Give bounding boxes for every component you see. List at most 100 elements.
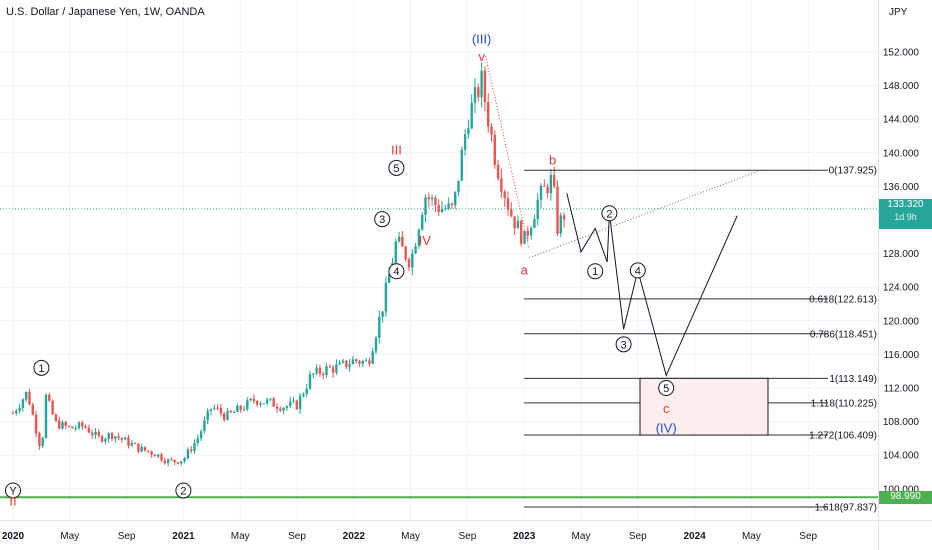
candle bbox=[130, 439, 133, 447]
candle bbox=[262, 403, 265, 405]
candle bbox=[137, 443, 140, 454]
candle-body bbox=[417, 229, 421, 246]
candle-body bbox=[166, 459, 170, 464]
candle bbox=[371, 347, 374, 365]
wave-label: (IV) bbox=[656, 420, 677, 435]
candle-body bbox=[226, 410, 229, 420]
candle-body bbox=[434, 197, 437, 205]
time-axis-label: 2020 bbox=[2, 531, 25, 542]
candle bbox=[289, 397, 292, 408]
fib-level-label: 0.618(122.613) bbox=[809, 294, 877, 305]
candle bbox=[61, 420, 64, 430]
time-axis-label: 2022 bbox=[343, 531, 366, 542]
candle bbox=[381, 311, 384, 323]
candle bbox=[239, 404, 242, 413]
candle-body bbox=[61, 422, 64, 429]
candle-body bbox=[242, 409, 246, 411]
candle-body bbox=[173, 459, 176, 463]
trend-line-down bbox=[485, 56, 530, 250]
candle-body bbox=[328, 366, 331, 368]
wave-label: v bbox=[478, 49, 485, 64]
candle bbox=[516, 215, 520, 229]
candle-body bbox=[163, 460, 166, 464]
candle bbox=[186, 447, 190, 460]
candle bbox=[450, 202, 454, 210]
candle-body bbox=[130, 443, 133, 446]
time-axis-label: May bbox=[572, 531, 591, 542]
candle-body bbox=[71, 426, 74, 429]
candle-body bbox=[496, 164, 500, 179]
wave-number: 4 bbox=[393, 266, 399, 278]
candle-body bbox=[470, 102, 473, 129]
candle-body bbox=[312, 373, 315, 375]
candle bbox=[411, 249, 414, 276]
candle bbox=[473, 77, 477, 114]
fib-level-label: 1.118(110.225) bbox=[811, 398, 877, 409]
wave-label: II bbox=[9, 493, 16, 508]
candle bbox=[437, 199, 440, 216]
candle-body bbox=[358, 361, 361, 364]
candle-body bbox=[325, 366, 328, 376]
candle bbox=[54, 412, 58, 423]
candle bbox=[397, 231, 401, 243]
candle-body bbox=[262, 403, 265, 405]
candle bbox=[232, 410, 236, 413]
candle-body bbox=[533, 218, 536, 228]
candle-body bbox=[361, 361, 364, 364]
candle-body bbox=[232, 411, 236, 413]
candle-body bbox=[38, 433, 41, 447]
candle bbox=[114, 435, 117, 443]
candle-body bbox=[269, 398, 272, 400]
candle bbox=[124, 436, 127, 440]
candle bbox=[11, 410, 15, 415]
fib-level-label: 0.786(118.451) bbox=[810, 329, 877, 340]
candle bbox=[444, 204, 447, 211]
price-axis-label: 100.000 bbox=[883, 484, 920, 495]
candle bbox=[107, 432, 110, 443]
candle-body bbox=[117, 436, 120, 438]
projection-path bbox=[566, 193, 738, 377]
candle-body bbox=[15, 410, 18, 414]
wave-circle bbox=[175, 482, 192, 499]
time-axis-label: May bbox=[60, 531, 79, 542]
candle bbox=[315, 364, 318, 376]
candle-body bbox=[490, 126, 493, 135]
candle bbox=[421, 211, 424, 231]
candle bbox=[259, 401, 262, 408]
wave-label-circled: 5 bbox=[658, 380, 675, 396]
candle-body bbox=[54, 414, 58, 421]
candle-body bbox=[104, 438, 107, 442]
candle-body bbox=[520, 220, 523, 244]
wave-label-circled: 4 bbox=[629, 262, 646, 279]
candle bbox=[503, 189, 506, 207]
candle-body bbox=[421, 214, 424, 230]
candle bbox=[147, 450, 150, 453]
candle bbox=[556, 180, 559, 237]
candle bbox=[38, 431, 41, 450]
candle-body bbox=[414, 245, 417, 254]
wave-circle bbox=[601, 205, 618, 222]
candle-body bbox=[21, 399, 25, 408]
fib-level-label: 1.618(97.837) bbox=[815, 502, 877, 513]
time-axis-label: Sep bbox=[799, 531, 817, 542]
candle bbox=[21, 398, 25, 412]
candle-body bbox=[559, 215, 562, 234]
candle bbox=[546, 183, 549, 199]
candle-body bbox=[81, 422, 84, 427]
candle bbox=[117, 432, 120, 441]
candle-body bbox=[77, 422, 81, 429]
candle bbox=[477, 83, 480, 102]
candle-body bbox=[477, 87, 480, 98]
candle bbox=[325, 363, 328, 378]
candle bbox=[140, 443, 143, 453]
wave-circle bbox=[374, 211, 391, 228]
candle-body bbox=[285, 406, 289, 409]
candle bbox=[368, 357, 371, 367]
candle-body bbox=[58, 420, 61, 429]
candle-body bbox=[298, 395, 302, 410]
candle bbox=[308, 370, 312, 391]
candle-body bbox=[430, 197, 434, 200]
candle bbox=[513, 216, 516, 235]
candle-body bbox=[348, 364, 351, 368]
